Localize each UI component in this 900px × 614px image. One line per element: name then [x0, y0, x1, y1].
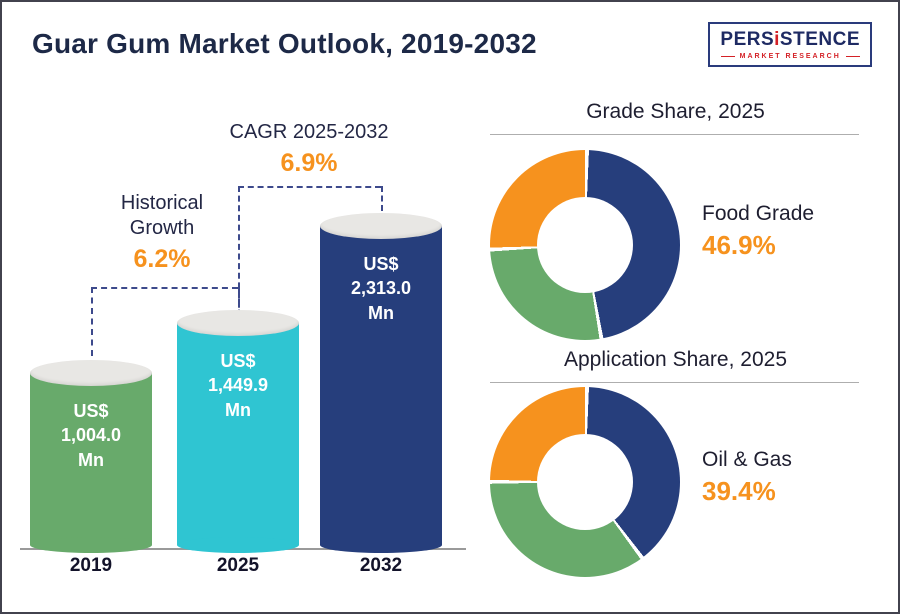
cagr-connector-left: [238, 186, 240, 327]
tagline-rule-right: [845, 56, 860, 57]
application-share-highlight: Oil & Gas 39.4%: [702, 448, 792, 507]
cylinder-top: [320, 213, 442, 239]
logo-name-part: STENCE: [779, 29, 860, 50]
page-title: Guar Gum Market Outlook, 2019-2032: [32, 28, 537, 59]
historical-growth-connector-top: [91, 287, 238, 289]
cylinder-top: [30, 360, 152, 386]
x-tick-2019: 2019: [69, 555, 113, 576]
brand-logo-name: PERSiSTENCE: [720, 30, 860, 49]
annotation-value: 6.9%: [280, 149, 338, 177]
grade-share-divider: [490, 134, 859, 135]
donut-hole: [537, 434, 633, 530]
bar-2019: US$ 1,004.0 Mn: [30, 360, 152, 553]
bar-value-label: US$ 2,313.0 Mn: [350, 254, 412, 323]
cagr-annotation: CAGR 2025-2032 6.9%: [209, 120, 409, 178]
x-tick-2025: 2025: [216, 555, 260, 576]
tagline-rule-left: [720, 56, 735, 57]
highlight-label: Food Grade: [702, 202, 815, 225]
tagline-text: MARKET RESEARCH: [739, 53, 841, 60]
brand-logo-tagline: MARKET RESEARCH: [720, 53, 860, 60]
highlight-value: 39.4%: [702, 476, 776, 506]
donut-hole: [537, 197, 633, 293]
annotation-value: 6.2%: [133, 245, 191, 273]
bar-2025: US$ 1,449.9 Mn: [177, 310, 299, 553]
historical-growth-annotation: Historical Growth 6.2%: [94, 191, 230, 274]
annotation-label: Historical Growth: [120, 192, 204, 239]
brand-logo: PERSiSTENCE MARKET RESEARCH: [708, 22, 872, 67]
application-share-divider: [490, 382, 859, 383]
application-share-title: Application Share, 2025: [564, 348, 787, 371]
bar-value-label: US$ 1,004.0 Mn: [60, 401, 122, 470]
historical-growth-connector-left: [91, 287, 93, 377]
cagr-connector-top: [238, 186, 381, 188]
grade-share-title: Grade Share, 2025: [586, 100, 765, 123]
bar-value-label: US$ 1,449.9 Mn: [207, 351, 269, 420]
highlight-label: Oil & Gas: [702, 448, 792, 471]
annotation-label: CAGR 2025-2032: [229, 121, 389, 143]
x-tick-2032: 2032: [359, 555, 403, 576]
grade-share-donut: [490, 150, 680, 340]
cylinder-top: [177, 310, 299, 336]
application-share-donut: [490, 387, 680, 577]
grade-share-highlight: Food Grade 46.9%: [702, 202, 814, 261]
cagr-connector-right: [381, 186, 383, 230]
bar-2032: US$ 2,313.0 Mn: [320, 213, 442, 553]
logo-name-part: PERS: [720, 29, 775, 50]
highlight-value: 46.9%: [702, 230, 776, 260]
logo-name-part: i: [774, 29, 780, 50]
